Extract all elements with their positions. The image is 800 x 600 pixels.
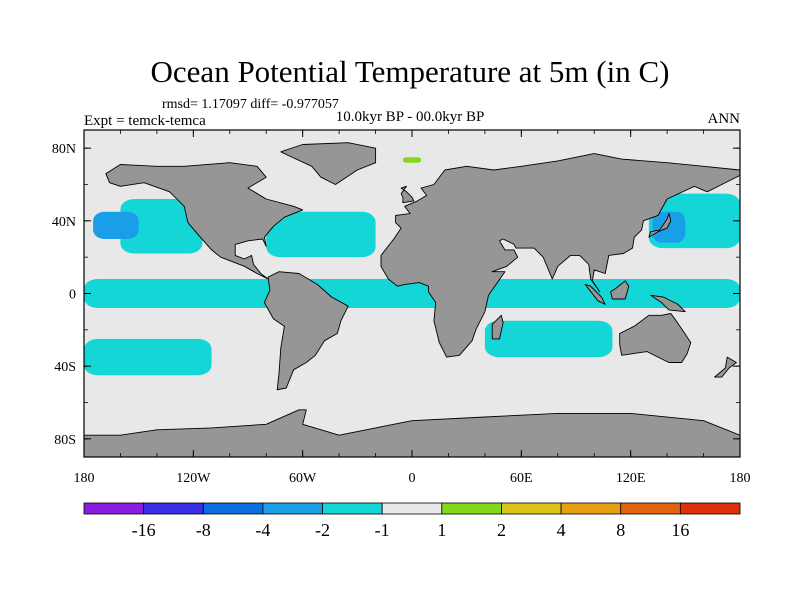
- y-tick-label: 80S: [54, 433, 76, 448]
- colorbar-swatch: [560, 502, 622, 515]
- land-japan: [648, 213, 672, 238]
- colorbar-swatch: [501, 502, 562, 515]
- experiment-label: Expt = temck-temca: [84, 113, 206, 129]
- anomaly-region: [120, 199, 203, 254]
- colorbar-label: 2: [497, 520, 506, 540]
- land-madagascar: [491, 314, 504, 340]
- x-tick-label: 60E: [510, 471, 533, 486]
- colorbar-label: -4: [255, 520, 270, 540]
- colorbar-label: -8: [196, 520, 211, 540]
- colorbar-swatch: [262, 502, 323, 515]
- colorbar-swatch: [202, 502, 264, 515]
- anomaly-region: [93, 211, 139, 239]
- land-borneo: [610, 280, 630, 300]
- stats-line: rmsd= 1.17097 diff= -0.977057: [162, 97, 339, 112]
- colorbar-swatch: [441, 502, 502, 515]
- x-axis: 180 120W 60W 0 60E 120E 180: [74, 130, 751, 486]
- land-sumatra: [584, 283, 606, 305]
- colorbar-label: 8: [616, 520, 625, 540]
- land-antarctica: [84, 409, 740, 457]
- land-north-america: [105, 162, 304, 280]
- colorbar-label: 16: [671, 520, 689, 540]
- colorbar-label: 1: [437, 520, 446, 540]
- map-area: [84, 130, 740, 457]
- land-new-zealand: [714, 356, 737, 378]
- land-new-guinea: [650, 294, 686, 313]
- x-tick-label: 180: [74, 471, 95, 486]
- y-tick-label: 40N: [52, 215, 76, 230]
- colorbar: -16 -8 -4 -2 -1 1 2 4 8 16: [83, 502, 741, 540]
- colorbar-label: 4: [557, 520, 566, 540]
- land-africa-eurasia: [380, 153, 740, 358]
- land-australia: [619, 313, 692, 363]
- colorbar-swatch: [322, 502, 383, 515]
- time-range-label: 10.0kyr BP - 00.0kyr BP: [336, 109, 485, 125]
- anomaly-region: [484, 320, 613, 358]
- anomaly-region: [84, 278, 740, 309]
- x-tick-label: 60W: [289, 471, 317, 486]
- x-tick-label: 0: [409, 471, 416, 486]
- x-tick-label: 120W: [176, 471, 211, 486]
- anomaly-region: [84, 338, 212, 376]
- colorbar-label: -1: [375, 520, 390, 540]
- x-tick-label: 120E: [616, 471, 646, 486]
- y-tick-label: 80N: [52, 142, 76, 157]
- colorbar-swatch: [679, 502, 741, 515]
- y-axis: 80N 40N 0 40S 80S: [52, 142, 740, 448]
- colorbar-swatch: [83, 502, 145, 515]
- colorbar-label: -16: [132, 520, 156, 540]
- land-uk: [400, 185, 415, 204]
- land-layer: [84, 142, 740, 457]
- season-label: ANN: [708, 111, 741, 127]
- x-tick-label: 180: [730, 471, 751, 486]
- anomaly-region: [402, 157, 422, 163]
- land-greenland: [280, 142, 377, 185]
- colorbar-swatch: [143, 502, 204, 515]
- anomaly-region: [266, 211, 376, 258]
- colorbar-swatch: [620, 502, 681, 515]
- y-tick-label: 40S: [54, 360, 76, 375]
- anomaly-layer: [84, 157, 740, 376]
- chart-title: Ocean Potential Temperature at 5m (in C): [151, 54, 670, 89]
- y-tick-label: 0: [69, 288, 76, 303]
- land-south-america: [263, 271, 349, 391]
- anomaly-region: [652, 211, 686, 243]
- colorbar-label: -2: [315, 520, 330, 540]
- colorbar-swatch: [381, 502, 443, 515]
